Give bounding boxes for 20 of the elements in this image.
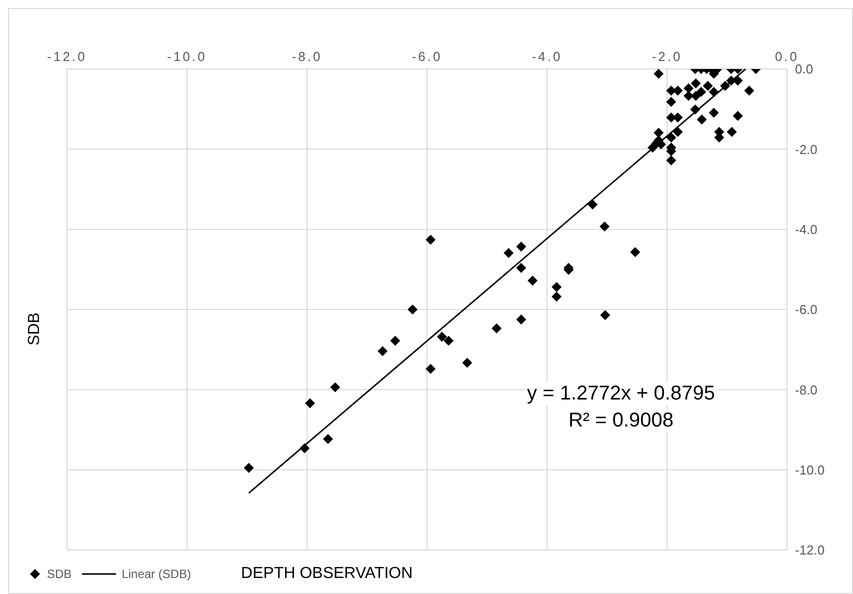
annotation: R² = 0.9008 bbox=[568, 410, 674, 432]
legend-label: Linear (SDB) bbox=[122, 567, 192, 581]
annotation: y = 1.2772x + 0.8795 bbox=[527, 382, 715, 404]
y-tick-label: -6.0 bbox=[795, 302, 818, 318]
y-tick-label: -4.0 bbox=[795, 222, 818, 237]
x-tick-label: -2.0 bbox=[652, 49, 682, 64]
x-tick-label: -4.0 bbox=[532, 49, 562, 64]
y-tick-label: 0.0 bbox=[795, 62, 814, 77]
y-tick-label: -8.0 bbox=[795, 382, 818, 398]
legend-label: SDB bbox=[47, 567, 72, 581]
y-axis-title: SDB bbox=[26, 312, 43, 346]
x-axis-title: DEPTH OBSERVATION bbox=[241, 565, 413, 582]
y-tick-label: -10.0 bbox=[795, 462, 825, 478]
x-tick-label: -8.0 bbox=[292, 49, 322, 64]
y-tick-label: -2.0 bbox=[795, 142, 818, 157]
x-tick-label: -10.0 bbox=[167, 49, 207, 64]
x-tick-label: -6.0 bbox=[412, 49, 442, 64]
y-tick-label: -12.0 bbox=[795, 542, 825, 558]
x-tick-label: 0.0 bbox=[774, 49, 800, 64]
x-tick-label: -12.0 bbox=[47, 49, 87, 64]
